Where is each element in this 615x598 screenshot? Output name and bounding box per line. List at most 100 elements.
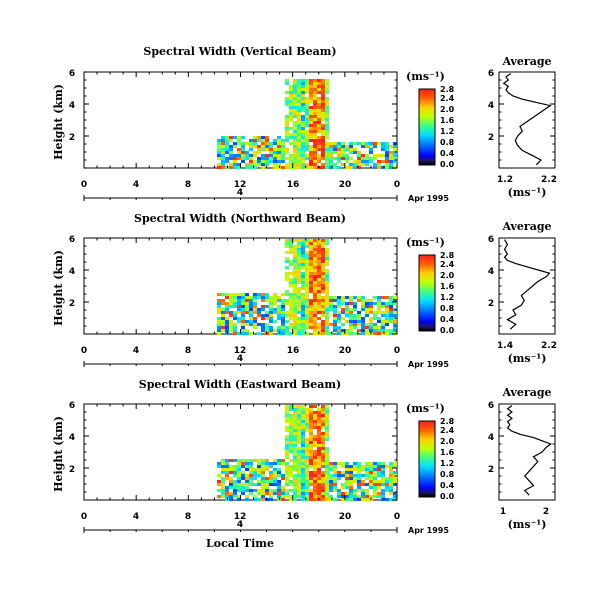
heatmap-cell xyxy=(377,483,381,486)
heatmap-cell xyxy=(237,136,241,139)
heatmap-cell xyxy=(221,166,225,169)
heatmap-cell xyxy=(293,456,297,459)
heatmap-cell xyxy=(249,160,253,163)
heatmap-cell xyxy=(241,305,245,308)
heatmap-cell xyxy=(285,495,289,498)
y-tick-label: 2 xyxy=(69,299,75,309)
heatmap-cell xyxy=(381,142,385,145)
heatmap-cell xyxy=(317,145,321,148)
heatmap-cell xyxy=(373,314,377,317)
heatmap-cell xyxy=(313,483,317,486)
heatmap-cell xyxy=(285,429,289,432)
heatmap-cell xyxy=(297,492,301,495)
heatmap-cell xyxy=(309,269,313,272)
heatmap-cell xyxy=(325,136,329,139)
colorbar-tick-label: 2.0 xyxy=(440,271,455,280)
heatmap-cell xyxy=(365,154,369,157)
heatmap-cell xyxy=(357,314,361,317)
heatmap-cell xyxy=(293,320,297,323)
x-tick-label: 0 xyxy=(394,346,400,356)
heatmap-cell xyxy=(313,477,317,480)
heatmap-cell xyxy=(389,311,393,314)
heatmap-cell xyxy=(301,408,305,411)
heatmap-cell xyxy=(317,465,321,468)
heatmap-cell xyxy=(317,112,321,115)
heatmap-cell xyxy=(385,145,389,148)
heatmap-cell xyxy=(293,486,297,489)
heatmap-cell xyxy=(317,444,321,447)
heatmap-cell xyxy=(321,435,325,438)
heatmap-cell xyxy=(221,483,225,486)
heatmap-cell xyxy=(389,151,393,154)
heatmap-cell xyxy=(237,293,241,296)
heatmap-cell xyxy=(289,127,293,130)
heatmap-cell xyxy=(321,462,325,465)
heatmap-cell xyxy=(305,154,309,157)
heatmap-cell xyxy=(325,85,329,88)
heatmap-cell xyxy=(293,296,297,299)
heatmap-cell xyxy=(345,474,349,477)
heatmap-cell xyxy=(329,154,333,157)
heatmap-cell xyxy=(305,254,309,257)
heatmap-cell xyxy=(277,480,281,483)
heatmap-cell xyxy=(309,453,313,456)
heatmap-cell xyxy=(317,486,321,489)
heatmap-cell xyxy=(313,435,317,438)
heatmap-cell xyxy=(345,492,349,495)
heatmap-cell xyxy=(285,438,289,441)
heatmap-cell xyxy=(381,462,385,465)
heatmap-cell xyxy=(289,106,293,109)
heatmap-cell xyxy=(325,254,329,257)
heatmap-cell xyxy=(289,423,293,426)
heatmap-cell xyxy=(325,281,329,284)
heatmap-cell xyxy=(317,88,321,91)
heatmap-cell xyxy=(317,438,321,441)
heatmap-cell xyxy=(253,317,257,320)
heatmap-cell xyxy=(297,305,301,308)
heatmap-cell xyxy=(293,408,297,411)
heatmap-cell xyxy=(293,420,297,423)
heatmap-cell xyxy=(261,468,265,471)
heatmap-cell xyxy=(221,136,225,139)
heatmap-cell xyxy=(305,142,309,145)
heatmap-cell xyxy=(353,148,357,151)
heatmap-cell xyxy=(297,160,301,163)
heatmap-cell xyxy=(285,420,289,423)
heatmap-cell xyxy=(265,296,269,299)
heatmap-cell xyxy=(393,148,397,151)
heatmap-cell xyxy=(321,326,325,329)
heatmap-cell xyxy=(265,465,269,468)
heatmap-cell xyxy=(337,462,341,465)
heatmap-cell xyxy=(289,417,293,420)
heatmap-cell xyxy=(277,136,281,139)
heatmap-cell xyxy=(325,489,329,492)
heatmap-cell xyxy=(293,489,297,492)
heatmap-cell xyxy=(293,459,297,462)
heatmap-cell xyxy=(245,299,249,302)
heatmap-cell xyxy=(373,163,377,166)
heatmap-cell xyxy=(285,332,289,335)
heatmap-cell xyxy=(241,142,245,145)
heatmap-cell xyxy=(381,326,385,329)
heatmap-cell xyxy=(301,151,305,154)
y-axis-label: Height (km) xyxy=(52,250,65,326)
heatmap-cell xyxy=(325,91,329,94)
heatmap-cell xyxy=(345,495,349,498)
heatmap-cell xyxy=(285,462,289,465)
heatmap-cell xyxy=(325,320,329,323)
heatmap-cell xyxy=(289,471,293,474)
heatmap-cell xyxy=(257,471,261,474)
heatmap-cell xyxy=(297,103,301,106)
heatmap-cell xyxy=(293,498,297,501)
heatmap-cell xyxy=(333,483,337,486)
heatmap-cell xyxy=(313,118,317,121)
heatmap-cell xyxy=(313,82,317,85)
heatmap-cell xyxy=(321,103,325,106)
heatmap-cell xyxy=(249,163,253,166)
heatmap-cell xyxy=(269,465,273,468)
heatmap-cell xyxy=(289,311,293,314)
heatmap-cell xyxy=(253,145,257,148)
heatmap-cell xyxy=(377,154,381,157)
heatmap-cell xyxy=(317,287,321,290)
heatmap-cell xyxy=(309,323,313,326)
